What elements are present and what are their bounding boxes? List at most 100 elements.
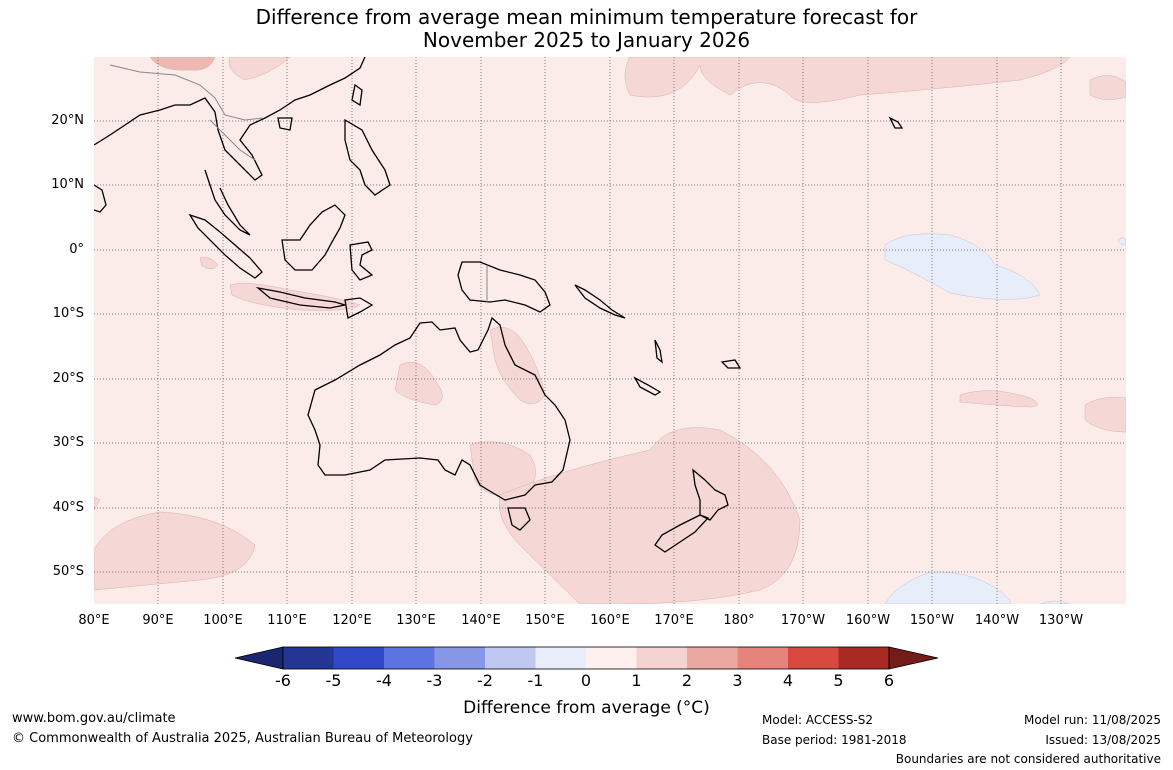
longitude-label: 150°E	[525, 613, 565, 628]
warm-anomaly-patch-east-edge	[1084, 397, 1126, 433]
warm-anomaly-patch-north-pacific	[624, 57, 1071, 103]
colorbar-tick-label: 4	[782, 671, 794, 690]
copyright-notice: © Commonwealth of Australia 2025, Austra…	[12, 731, 473, 746]
warm-anomaly-patch-pacific-ne	[1089, 75, 1126, 100]
latitude-label: 50°S	[52, 564, 84, 579]
taiwan-coastline	[351, 83, 363, 107]
border-thailand-laos	[209, 119, 256, 161]
colorbar-over-arrow	[888, 646, 939, 670]
warm-anomaly-patch-south-pacific	[959, 390, 1038, 408]
longitude-label: 150°W	[909, 613, 955, 628]
warm-anomaly-patch-china	[149, 57, 216, 71]
fiji-coastline	[720, 359, 742, 369]
new-guinea-coastline	[457, 261, 551, 313]
new-zealand-south-coastline	[654, 514, 710, 553]
warm-anomaly-patch-sa	[469, 441, 536, 497]
philippines-coastline	[344, 118, 391, 196]
warm-anomaly-patch-west-edge	[94, 496, 101, 511]
warm-anomaly-patch-java	[229, 283, 361, 311]
colorbar-tick-label: -5	[325, 671, 342, 690]
border-china-se-asia	[109, 64, 263, 121]
cool-anomaly-patch-far-south	[1039, 600, 1071, 604]
longitude-label: 120°E	[332, 613, 372, 628]
longitude-label: 140°W	[974, 613, 1020, 628]
colorbar-tick-label: 0	[580, 671, 592, 690]
colorbar-segment	[687, 647, 738, 669]
tasmania-coastline	[507, 507, 531, 531]
longitude-label: 140°E	[461, 613, 501, 628]
longitude-label: 100°E	[203, 613, 243, 628]
borneo-coastline	[281, 204, 346, 271]
hawaii-coastline	[888, 116, 904, 129]
longitude-label: 170°E	[654, 613, 694, 628]
java-coastline	[255, 286, 346, 309]
colorbar-tick-label: 1	[631, 671, 642, 690]
cool-anomaly-patch-east-equator	[1117, 237, 1126, 245]
anomaly-patches	[94, 57, 1126, 604]
latitude-label: 10°N	[51, 177, 84, 192]
colorbar-tick-label: 2	[681, 671, 693, 690]
colorbar-frame	[282, 646, 890, 670]
latitude-label: 40°S	[52, 500, 84, 515]
warm-anomaly-patch-wa	[394, 361, 443, 406]
australia-coastline	[307, 316, 571, 501]
longitude-label: 130°W	[1038, 613, 1084, 628]
new-caledonia-coastline	[633, 376, 662, 396]
sumatra-coastline	[188, 213, 263, 279]
colorbar-segment	[788, 647, 839, 669]
colorbar-segment	[485, 647, 536, 669]
colorbar-segment	[636, 647, 687, 669]
longitude-label: 160°E	[590, 613, 630, 628]
latitude-label: 0°	[69, 242, 84, 257]
colorbar-tick-label: -4	[376, 671, 392, 690]
colorbar	[234, 646, 939, 670]
map-title-line-1: Difference from average mean minimum tem…	[255, 5, 918, 29]
colorbar-tick-label: -6	[275, 671, 291, 690]
colorbar-tick-label: 6	[883, 671, 895, 690]
malay-peninsula-coastline	[204, 169, 251, 236]
longitude-label: 180°	[723, 613, 755, 628]
colorbar-segment	[384, 647, 435, 669]
cool-anomaly-patch-central-pacific	[884, 233, 1041, 300]
colorbar-tick-label: 3	[732, 671, 743, 690]
warm-anomaly-patch-borneo-west	[199, 257, 219, 269]
longitude-label: 130°E	[396, 613, 436, 628]
sulawesi-coastline	[349, 241, 374, 281]
boundary-disclaimer: Boundaries are not considered authoritat…	[895, 752, 1161, 766]
colorbar-segment	[586, 647, 637, 669]
map-title-line-2: November 2025 to January 2026	[422, 28, 751, 52]
colorbar-segment	[434, 647, 485, 669]
latitude-label: 20°N	[51, 113, 84, 128]
colorbar-label: Difference from average (°C)	[463, 698, 710, 718]
longitude-label: 170°W	[780, 613, 826, 628]
new-zealand-north-coastline	[692, 468, 729, 521]
longitude-label: 80°E	[78, 613, 110, 628]
colorbar-tick-label: -3	[426, 671, 443, 690]
latitude-label: 10°S	[52, 306, 84, 321]
timor-coastline	[344, 297, 374, 319]
longitude-label: 110°E	[267, 613, 307, 628]
base-period: Base period: 1981-2018	[762, 733, 907, 747]
latitude-label: 20°S	[52, 371, 84, 386]
warm-anomaly-patch-tasman	[498, 427, 801, 604]
cool-anomaly-patch-south-pacific	[884, 571, 1011, 604]
colorbar-tick-label: 5	[833, 671, 844, 690]
hainan-coastline	[277, 117, 293, 131]
colorbar-segment	[333, 647, 384, 669]
colorbar-under-arrow	[234, 646, 284, 670]
longitude-label: 90°E	[142, 613, 174, 628]
model-run-date: Model run: 11/08/2025	[1023, 713, 1161, 727]
coastlines	[94, 57, 904, 553]
country-borders	[109, 64, 488, 303]
colorbar-tick-label: -1	[527, 671, 544, 690]
colorbar-segment	[535, 647, 586, 669]
bom-website-link[interactable]: www.bom.gov.au/climate	[12, 711, 176, 726]
warm-anomaly-patch-south-indian	[94, 511, 256, 591]
colorbar-segment	[283, 647, 334, 669]
vanuatu-coastline	[654, 339, 663, 364]
mainland-se-asia-coastline	[94, 57, 366, 181]
latitude-label: 30°S	[52, 435, 84, 450]
issued-date: Issued: 13/08/2025	[1045, 733, 1161, 747]
solomon-islands-coastline	[574, 284, 626, 319]
